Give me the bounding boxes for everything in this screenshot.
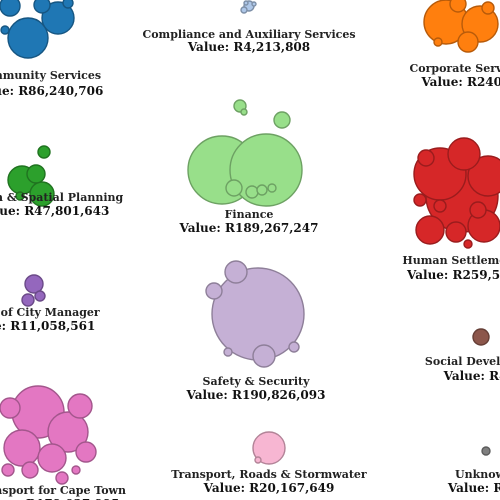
bubble-group-11 [482,447,490,455]
group-value-city-manager: Value: R11,058,561 [0,319,95,333]
bubble-4-8 [241,109,247,115]
bubble-9-4 [68,394,92,418]
bubble-4-6 [257,185,267,195]
group-value-human-settlements: Value: R259,540, [406,268,500,282]
group-name-social-development: Social Development [425,355,500,368]
group-name-unknown: Unknown [455,468,500,481]
bubble-2-4 [482,2,494,14]
bubble-7-5 [224,348,232,356]
bubble-4-7 [268,184,276,192]
bubble-7-1 [225,261,247,283]
bubble-0-4 [63,0,73,8]
bubble-9-8 [56,472,68,484]
bubble-6-1 [22,294,34,306]
group-name-transport-roads: Transport, Roads & Stormwater [171,468,367,481]
group-name-city-manager: Office of City Manager [0,306,100,319]
bubble-group-10 [253,432,285,464]
group-value-finance: Value: R189,267,247 [179,221,319,235]
bubble-group-5 [414,138,500,248]
group-name-safety-security: Safety & Security [203,375,311,388]
bubble-2-2 [458,32,478,52]
bubble-9-10 [72,466,80,474]
bubble-7-2 [253,345,275,367]
bubble-0-2 [0,0,20,16]
bubble-2-5 [434,38,442,46]
group-value-spatial-planning: Value: R47,801,643 [0,204,109,218]
bubble-5-4 [448,138,480,170]
bubble-4-4 [226,180,242,196]
bubble-5-10 [414,194,426,206]
group-value-social-development: Value: R4,20 [443,369,500,383]
bubble-5-8 [434,200,446,212]
bubble-5-6 [446,222,466,242]
bubble-1-2 [252,2,256,6]
bubble-group-9 [0,386,96,484]
bubble-0-5 [1,26,9,34]
bubble-6-2 [35,291,45,301]
bubble-8-0 [473,329,489,345]
bubble-9-7 [22,462,38,478]
bubble-2-3 [450,0,466,12]
bubble-3-3 [38,146,50,158]
bubble-7-4 [289,342,299,352]
bubble-group-0 [0,0,74,58]
bubble-5-9 [418,150,434,166]
group-name-finance: Finance [225,208,274,221]
bubble-9-5 [0,398,20,418]
bubble-1-3 [244,1,248,5]
bubble-group-4 [188,100,302,206]
group-value-community-services: Value: R86,240,706 [0,84,103,98]
bubble-4-2 [274,112,290,128]
group-name-human-settlements: Human Settlements [402,254,500,267]
bubble-6-0 [25,275,43,293]
bubble-group-2 [424,0,498,52]
bubble-9-2 [4,430,40,466]
bubble-9-6 [76,442,96,462]
bubble-5-7 [470,202,486,218]
group-name-spatial-planning: Urban & Spatial Planning [0,191,123,204]
bubble-0-0 [8,18,48,58]
bubble-4-5 [246,186,258,198]
group-name-transport-cape-town: Transport for Cape Town [0,484,126,497]
bubble-11-0 [482,447,490,455]
bubble-9-9 [2,464,14,476]
group-value-unknown: Value: R69 [447,481,500,495]
group-name-community-services: Community Services [0,69,101,82]
bubble-group-7 [206,261,304,367]
bubble-5-5 [416,216,444,244]
group-value-safety-security: Value: R190,826,093 [186,388,326,402]
bubble-4-1 [230,134,302,206]
group-name-corporate-services: Corporate Services [410,62,500,75]
group-value-transport-roads: Value: R20,167,649 [203,481,335,495]
bubble-group-8 [473,329,489,345]
bubble-5-11 [464,240,472,248]
bubble-group-6 [22,275,45,306]
bubble-7-3 [206,283,222,299]
group-value-corporate-services: Value: R240,4 [420,75,500,89]
bubble-group-1 [241,1,256,13]
bubble-10-1 [255,457,261,463]
bubble-0-3 [34,0,50,13]
bubble-1-1 [241,7,247,13]
bubble-3-2 [27,165,45,183]
bubble-9-3 [38,444,66,472]
group-value-compliance: Value: R4,213,808 [187,40,310,54]
